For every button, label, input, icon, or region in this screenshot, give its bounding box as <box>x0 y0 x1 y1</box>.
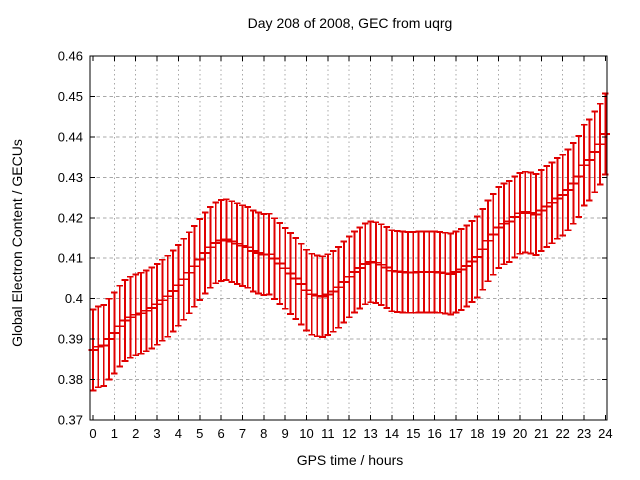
svg-text:9: 9 <box>282 426 289 441</box>
svg-text:0.46: 0.46 <box>58 49 83 64</box>
svg-text:6: 6 <box>217 426 224 441</box>
svg-text:12: 12 <box>342 426 356 441</box>
svg-text:0.43: 0.43 <box>58 170 83 185</box>
y-tick-labels: 0.37 0.38 0.39 0.4 0.41 0.42 0.43 0.44 0.45 0.46 <box>58 49 83 428</box>
svg-text:23: 23 <box>577 426 591 441</box>
svg-text:17: 17 <box>449 426 463 441</box>
svg-text:10: 10 <box>299 426 313 441</box>
svg-text:0.42: 0.42 <box>58 210 83 225</box>
chart-title: Day 208 of 2008, GEC from uqrg <box>247 15 453 31</box>
svg-text:0: 0 <box>89 426 96 441</box>
svg-text:7: 7 <box>239 426 246 441</box>
svg-text:21: 21 <box>534 426 548 441</box>
svg-text:8: 8 <box>260 426 267 441</box>
svg-text:0.45: 0.45 <box>58 89 83 104</box>
svg-text:14: 14 <box>385 426 399 441</box>
svg-text:19: 19 <box>491 426 505 441</box>
svg-text:0.39: 0.39 <box>58 332 83 347</box>
svg-text:0.44: 0.44 <box>58 129 83 144</box>
plot-frame <box>89 55 608 421</box>
svg-text:24: 24 <box>598 426 612 441</box>
svg-text:0.4: 0.4 <box>65 291 83 306</box>
svg-text:5: 5 <box>196 426 203 441</box>
svg-text:2: 2 <box>132 426 139 441</box>
svg-text:16: 16 <box>427 426 441 441</box>
svg-text:13: 13 <box>363 426 377 441</box>
svg-text:22: 22 <box>555 426 569 441</box>
svg-text:15: 15 <box>406 426 420 441</box>
svg-text:18: 18 <box>470 426 484 441</box>
x-tick-labels: 0 1 2 3 4 5 6 7 8 9 10 11 12 13 14 15 16 17 18 19 20 21 22 23 24 <box>89 426 612 441</box>
svg-text:0.38: 0.38 <box>58 372 83 387</box>
svg-text:1: 1 <box>111 426 118 441</box>
svg-text:0.41: 0.41 <box>58 251 83 266</box>
x-axis-label: GPS time / hours <box>296 452 404 468</box>
svg-text:0.37: 0.37 <box>58 413 83 428</box>
svg-text:11: 11 <box>321 426 335 441</box>
tick-marks <box>90 55 607 421</box>
svg-text:3: 3 <box>153 426 160 441</box>
svg-text:4: 4 <box>175 426 182 441</box>
svg-text:20: 20 <box>513 426 527 441</box>
error-bars <box>88 92 610 392</box>
